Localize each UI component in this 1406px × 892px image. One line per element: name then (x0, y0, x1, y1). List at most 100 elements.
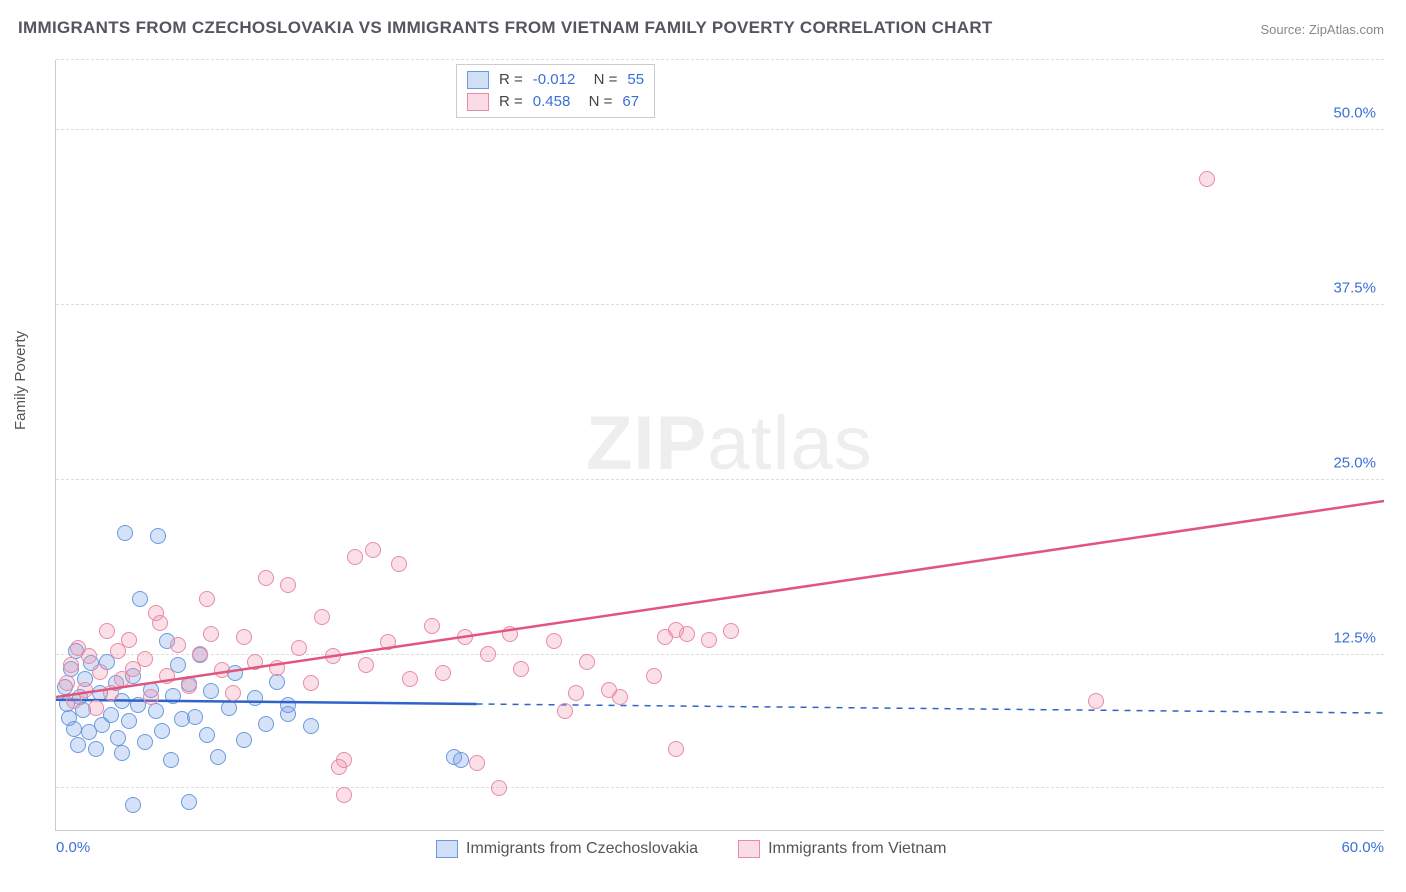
x-tick-label: 60.0% (1341, 839, 1384, 856)
legend-r-label: R = (499, 69, 523, 91)
data-point (435, 665, 451, 681)
y-tick-label: 12.5% (1333, 630, 1376, 647)
data-point (358, 657, 374, 673)
y-axis-label: Family Poverty (12, 331, 29, 430)
legend-n-value: 67 (622, 91, 639, 113)
gridline (56, 479, 1384, 480)
data-point (303, 675, 319, 691)
data-point (402, 671, 418, 687)
series-legend: Immigrants from Czechoslovakia Immigrants… (436, 840, 947, 858)
data-point (125, 797, 141, 813)
data-point (159, 668, 175, 684)
data-point (150, 528, 166, 544)
data-point (1088, 693, 1104, 709)
data-point (114, 745, 130, 761)
legend-stat-row: R = 0.458 N = 67 (467, 91, 644, 113)
data-point (137, 651, 153, 667)
data-point (269, 660, 285, 676)
data-point (121, 713, 137, 729)
legend-series-item: Immigrants from Czechoslovakia (436, 840, 698, 858)
data-point (247, 654, 263, 670)
data-point (291, 640, 307, 656)
legend-swatch (467, 71, 489, 89)
data-point (210, 749, 226, 765)
data-point (258, 716, 274, 732)
data-point (457, 629, 473, 645)
legend-r-label: R = (499, 91, 523, 113)
data-point (148, 703, 164, 719)
legend-r-value: -0.012 (533, 69, 576, 91)
data-point (303, 718, 319, 734)
source-label: Source: ZipAtlas.com (1260, 22, 1384, 37)
data-point (469, 755, 485, 771)
data-point (513, 661, 529, 677)
data-point (557, 703, 573, 719)
data-point (347, 549, 363, 565)
data-point (121, 632, 137, 648)
y-tick-label: 37.5% (1333, 280, 1376, 297)
data-point (148, 605, 164, 621)
data-point (59, 675, 75, 691)
data-point (92, 664, 108, 680)
y-tick-label: 25.0% (1333, 455, 1376, 472)
legend-swatch (436, 840, 458, 858)
data-point (568, 685, 584, 701)
data-point (225, 685, 241, 701)
legend-n-label: N = (580, 91, 612, 113)
correlation-legend: R = -0.012 N = 55R = 0.458 N = 67 (456, 64, 655, 118)
data-point (132, 591, 148, 607)
chart-plot-area: ZIPatlas R = -0.012 N = 55R = 0.458 N = … (55, 60, 1384, 831)
trend-line (56, 60, 1384, 830)
legend-series-name: Immigrants from Vietnam (768, 840, 946, 858)
legend-swatch (738, 840, 760, 858)
data-point (723, 623, 739, 639)
data-point (117, 525, 133, 541)
data-point (453, 752, 469, 768)
data-point (331, 759, 347, 775)
data-point (66, 721, 82, 737)
data-point (236, 629, 252, 645)
legend-swatch (467, 93, 489, 111)
data-point (280, 577, 296, 593)
data-point (81, 648, 97, 664)
data-point (103, 707, 119, 723)
data-point (99, 623, 115, 639)
legend-series-name: Immigrants from Czechoslovakia (466, 840, 698, 858)
data-point (646, 668, 662, 684)
watermark-bold: ZIP (586, 401, 707, 486)
data-point (380, 634, 396, 650)
data-point (502, 626, 518, 642)
data-point (154, 723, 170, 739)
data-point (165, 688, 181, 704)
data-point (391, 556, 407, 572)
legend-n-label: N = (585, 69, 617, 91)
trend-line (56, 60, 1384, 830)
data-point (269, 674, 285, 690)
y-tick-label: 50.0% (1333, 105, 1376, 122)
data-point (325, 648, 341, 664)
data-point (314, 609, 330, 625)
data-point (491, 780, 507, 796)
data-point (70, 737, 86, 753)
data-point (63, 657, 79, 673)
data-point (110, 730, 126, 746)
data-point (170, 637, 186, 653)
gridline (56, 129, 1384, 130)
gridline (56, 304, 1384, 305)
data-point (103, 685, 119, 701)
gridline (56, 59, 1384, 60)
data-point (203, 626, 219, 642)
data-point (199, 591, 215, 607)
data-point (143, 689, 159, 705)
data-point (181, 794, 197, 810)
legend-series-item: Immigrants from Vietnam (738, 840, 946, 858)
data-point (163, 752, 179, 768)
legend-stat-row: R = -0.012 N = 55 (467, 69, 644, 91)
data-point (579, 654, 595, 670)
data-point (187, 709, 203, 725)
data-point (1199, 171, 1215, 187)
data-point (221, 700, 237, 716)
data-point (668, 741, 684, 757)
data-point (480, 646, 496, 662)
legend-r-value: 0.458 (533, 91, 571, 113)
